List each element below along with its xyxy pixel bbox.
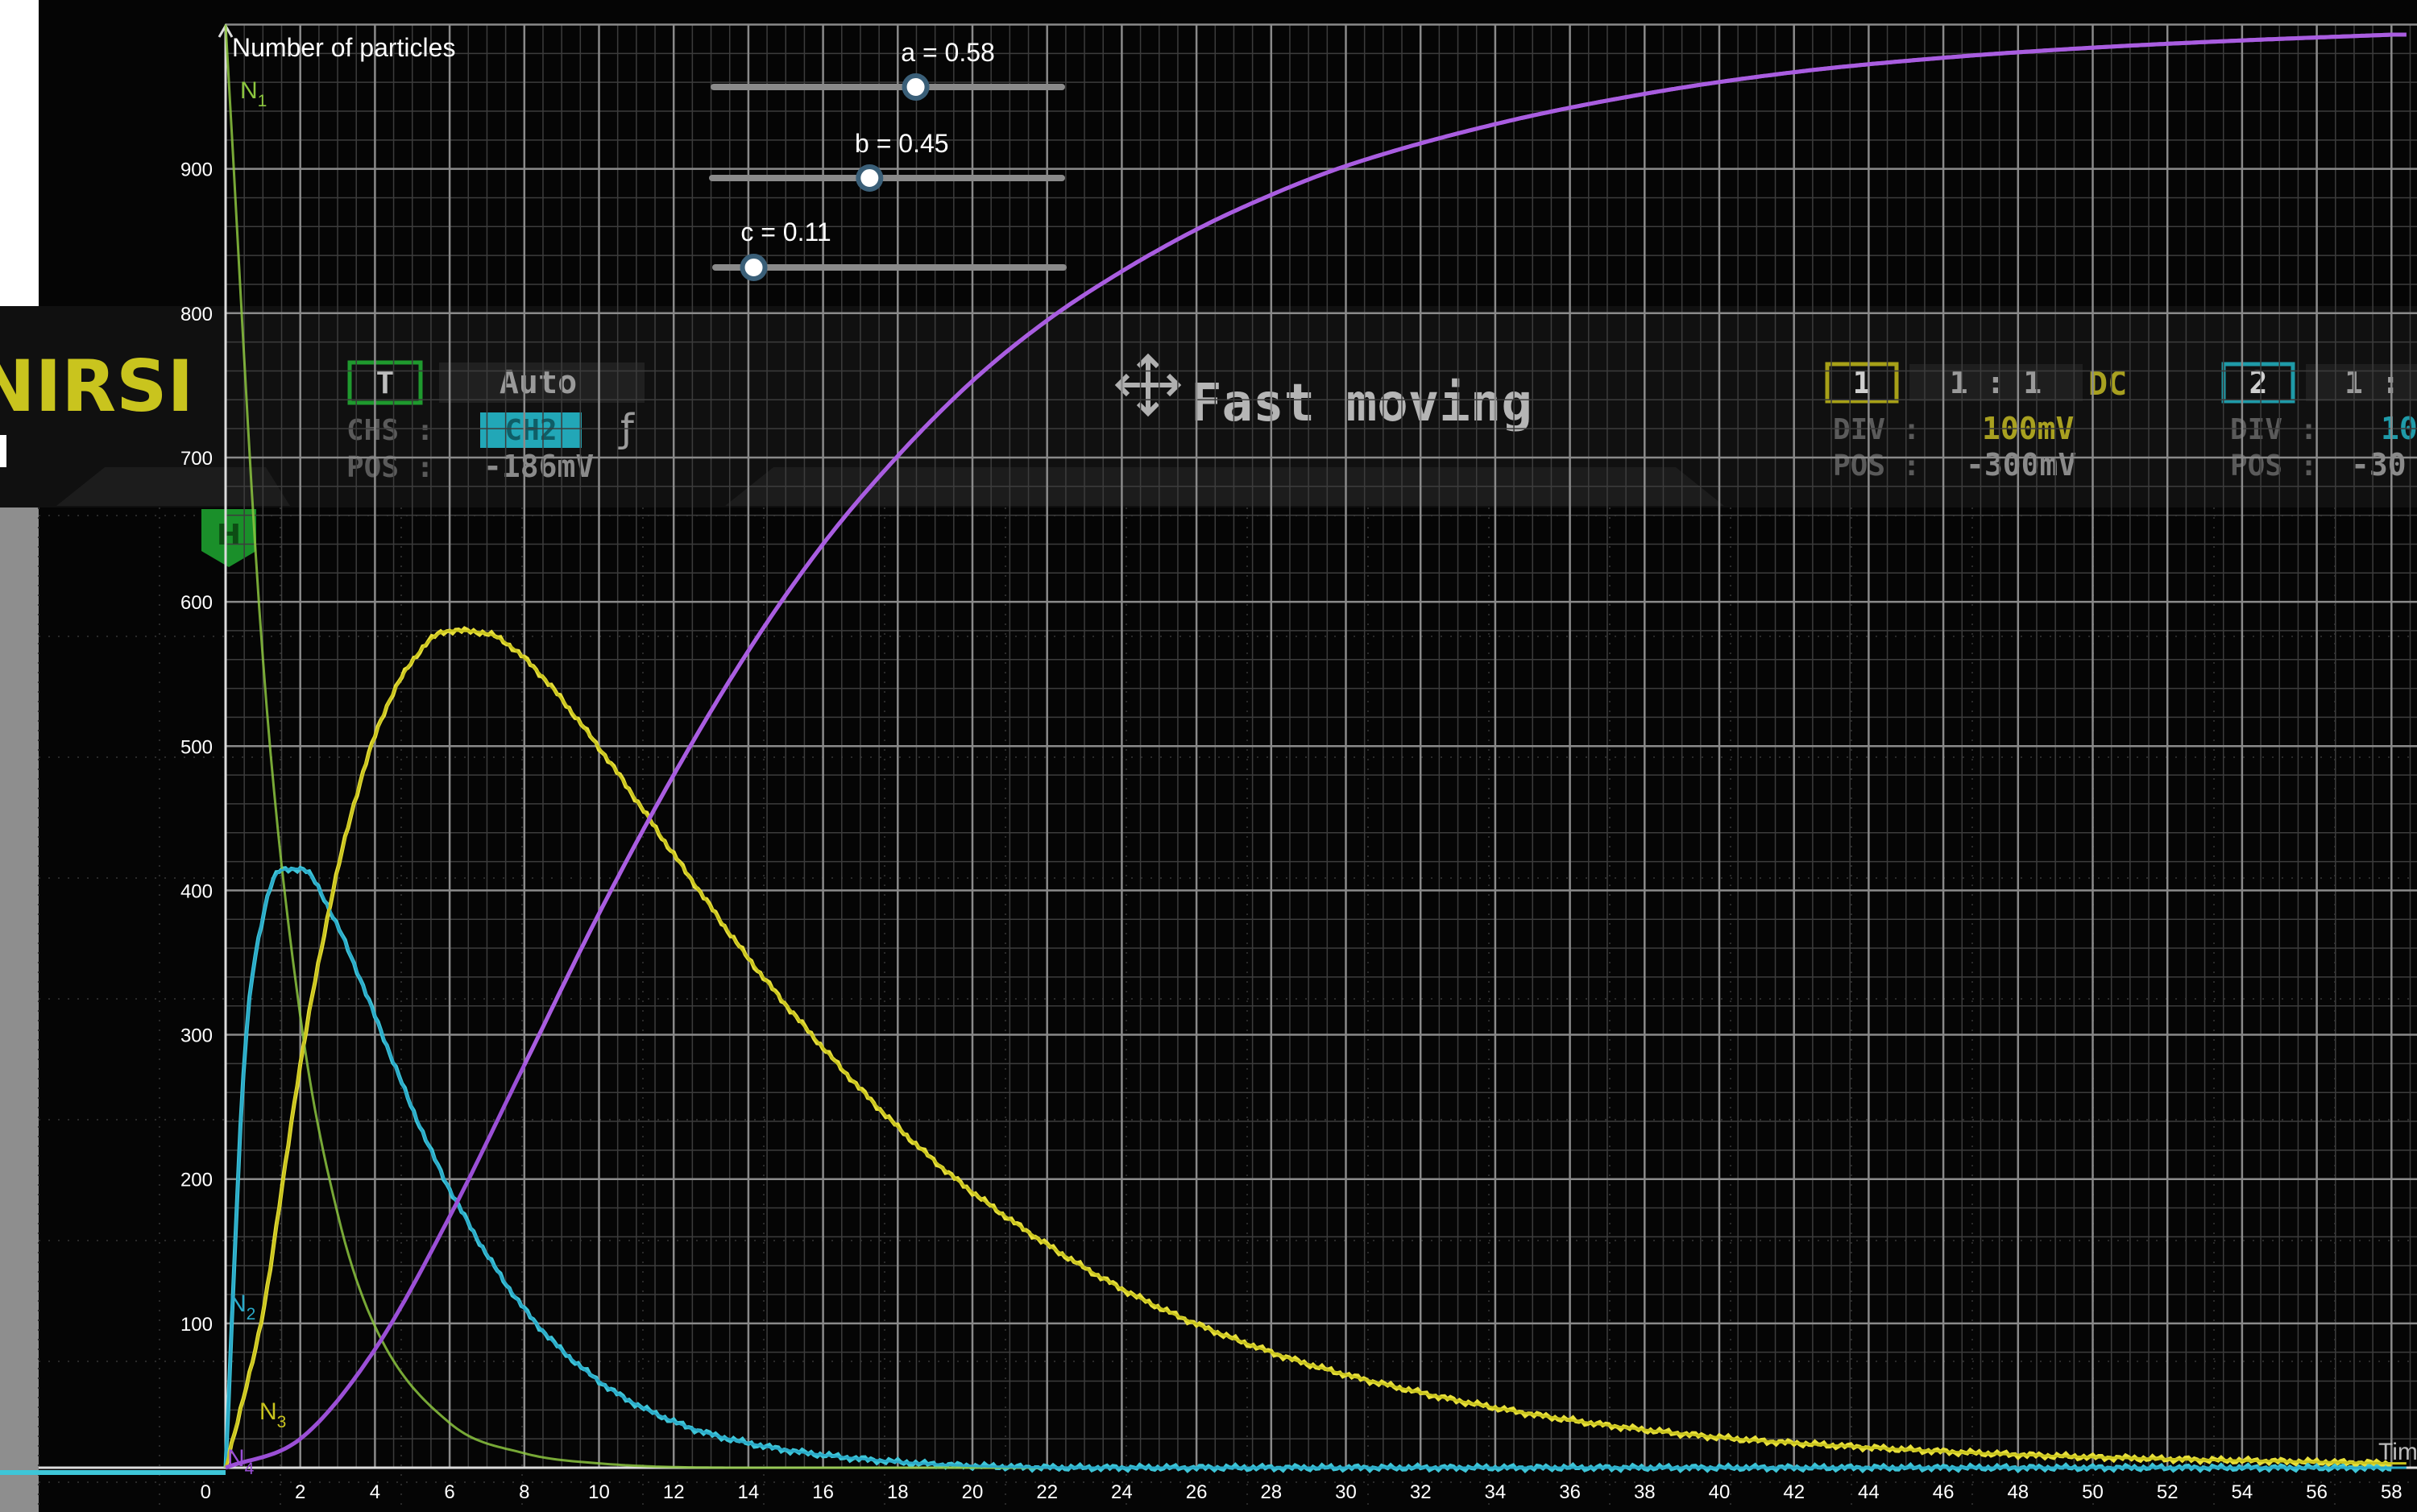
x-tick-label: 2: [295, 1481, 305, 1503]
x-tick-label: 52: [2157, 1481, 2179, 1503]
trigger-badge-label: T: [376, 365, 395, 400]
svg-text:H: H: [217, 519, 241, 552]
ch2-div-label: DIV :: [2230, 413, 2317, 446]
x-tick-label: 16: [812, 1481, 834, 1503]
trigger-pos-value: -186mV: [483, 449, 594, 484]
x-tick-label: 14: [738, 1481, 760, 1503]
x-tick-label: 24: [1111, 1481, 1133, 1503]
x-tick-label: 4: [370, 1481, 380, 1503]
ch1-probe-button[interactable]: [1909, 364, 2083, 401]
x-tick-label: 56: [2306, 1481, 2328, 1503]
x-tick-label: 50: [2082, 1481, 2104, 1503]
y-tick-label: 500: [180, 736, 213, 758]
series-line-n1: [224, 24, 1044, 1469]
move-arrows-icon: [1114, 353, 1182, 417]
trigger-source-value: CH2: [504, 414, 557, 447]
status-text: Fast moving: [1191, 374, 1532, 433]
scope-left-bezel: [0, 346, 39, 1512]
x-tick-label: 28: [1260, 1481, 1282, 1503]
y-tick-label: 100: [180, 1314, 213, 1336]
x-tick-label: 48: [2007, 1481, 2029, 1503]
ch2-pos-label: POS :: [2230, 449, 2317, 483]
h-marker: H: [201, 509, 256, 567]
slider-knob[interactable]: [902, 73, 930, 101]
brand-logo: NIRSI: [0, 345, 193, 428]
x-tick-label: 6: [444, 1481, 454, 1503]
x-axis-label: Tim: [2378, 1439, 2417, 1465]
series-label-n4: N4: [227, 1445, 255, 1478]
series-lines: [224, 24, 2407, 1470]
x-tick-label: 26: [1186, 1481, 1208, 1503]
ch1-badge-label: 1: [1853, 365, 1872, 400]
ch1-pos-value: -300mV: [1966, 447, 2076, 483]
x-tick-label: 36: [1559, 1481, 1581, 1503]
y-tick-label: 400: [180, 880, 213, 902]
y-tick-label: 300: [180, 1025, 213, 1047]
series-line-n2: [224, 868, 2407, 1469]
x-tick-label: 54: [2232, 1481, 2253, 1503]
slider-a[interactable]: a = 0.58: [711, 38, 1065, 101]
y-tick-label: 200: [180, 1170, 213, 1191]
y-tick-label: 800: [180, 304, 213, 325]
series-line-n4-highlight: [522, 32, 2407, 1067]
scope-trace-ch1: [223, 626, 2392, 1469]
x-tick-label: 44: [1858, 1481, 1880, 1503]
ch2-pos-value: -30: [2351, 447, 2407, 483]
ch2-probe-button[interactable]: [2306, 364, 2417, 401]
ch2-badge-label: 2: [2249, 365, 2268, 400]
x-tick-label: 32: [1410, 1481, 1432, 1503]
y-tick-label: 900: [180, 159, 213, 181]
parameter-sliders: a = 0.58 b = 0.45 c = 0.11: [709, 38, 1067, 281]
trigger-source-badge[interactable]: [480, 412, 582, 448]
trigger-source-label: CHS :: [346, 414, 433, 447]
slider-label: a = 0.58: [901, 38, 995, 67]
x-tick-label: 42: [1783, 1481, 1805, 1503]
scope-screen: [39, 0, 2417, 1512]
x-tick-label: 8: [519, 1481, 529, 1503]
ch1-coupling: DC: [2088, 366, 2127, 403]
y-tick-label: 700: [180, 448, 213, 470]
slider-knob[interactable]: [740, 254, 768, 281]
slider-label: b = 0.45: [855, 129, 949, 158]
slider-c[interactable]: c = 0.11: [712, 217, 1067, 281]
slider-label: c = 0.11: [740, 217, 831, 246]
x-tick-label: 30: [1335, 1481, 1357, 1503]
x-tick-label: 38: [1634, 1481, 1656, 1503]
x-tick-label: 10: [588, 1481, 610, 1503]
scope-trace-ch2: [223, 865, 2392, 1474]
ch1-badge[interactable]: [1825, 362, 1899, 404]
y-axis-ticks: 100 200 300 400 500 600 700 800 900: [180, 159, 213, 1336]
slider-b[interactable]: b = 0.45: [709, 129, 1065, 192]
x-tick-label: 12: [663, 1481, 685, 1503]
x-tick-label: 46: [1933, 1481, 1955, 1503]
x-tick-label: 58: [2381, 1481, 2402, 1503]
x-tick-label: 40: [1709, 1481, 1731, 1503]
plot-grid: [226, 23, 2417, 1468]
series-line-n3: [224, 629, 2407, 1469]
trigger-mode-button[interactable]: [439, 362, 645, 403]
trigger-badge[interactable]: [347, 360, 423, 405]
y-axis-label: Number of particles: [232, 33, 455, 62]
x-tick-label: 22: [1036, 1481, 1058, 1503]
y-tick-label: 600: [180, 592, 213, 614]
series-line-n4: [225, 32, 2407, 1470]
x-tick-label: 18: [887, 1481, 909, 1503]
x-tick-label: 0: [201, 1481, 211, 1503]
scope-traces: [0, 626, 2392, 1475]
slider-knob[interactable]: [856, 164, 884, 192]
trigger-mode-label: Auto: [500, 364, 577, 401]
x-axis-ticks: 0 2 4 6 8 10 12 14 16 18 20 22 24 26 28 30 32 34 36 38 40 42 4…: [201, 1481, 2402, 1503]
x-tick-label: 20: [962, 1481, 984, 1503]
x-tick-label: 34: [1485, 1481, 1507, 1503]
